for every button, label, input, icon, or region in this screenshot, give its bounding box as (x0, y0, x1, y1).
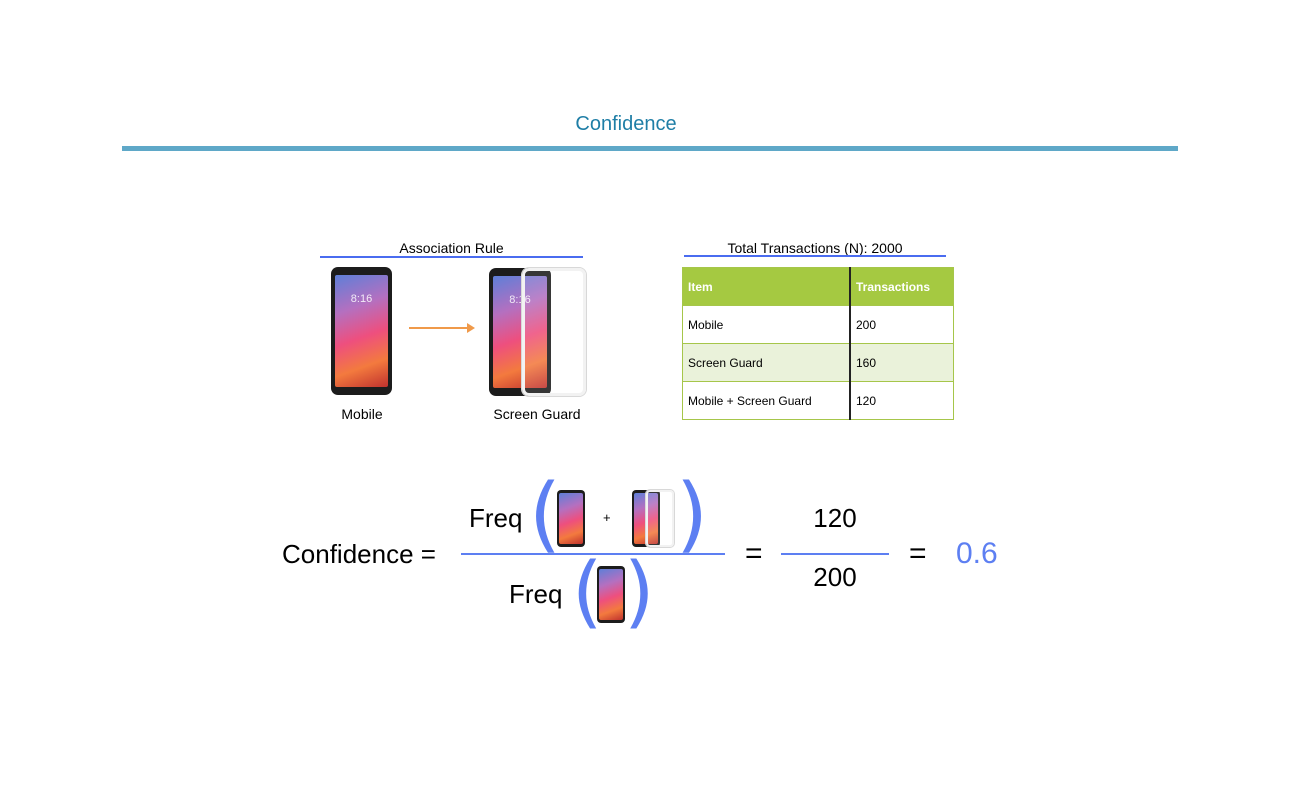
plus-sign: + (603, 510, 611, 525)
screen-guard-icon (646, 490, 674, 547)
denominator-value: 200 (813, 562, 857, 592)
table-cell-item: Mobile + Screen Guard (682, 381, 851, 420)
arrow-right-icon (409, 327, 468, 329)
association-rule-underline (320, 256, 583, 258)
table-header-transactions: Transactions (849, 267, 954, 306)
numerator-open-paren: ( (529, 467, 561, 562)
title-underline (122, 146, 1178, 151)
table-header-row: Item Transactions (682, 267, 954, 306)
table-cell-count: 160 (849, 343, 954, 382)
table-header-item: Item (682, 267, 851, 306)
denominator-freq: Freq (509, 579, 563, 609)
table-row: Mobile + Screen Guard 120 (682, 381, 954, 420)
numerator-freq: Freq (469, 503, 523, 533)
table-cell-count: 120 (849, 381, 954, 420)
page-title: Confidence (575, 113, 677, 135)
transactions-table-wrapper: Item Transactions Mobile 200 Screen Guar… (682, 267, 954, 420)
transactions-table: Item Transactions Mobile 200 Screen Guar… (682, 267, 954, 420)
arrow-head (467, 323, 475, 333)
association-rule-title: Association Rule (399, 240, 504, 256)
numerator-value: 120 (813, 503, 857, 533)
equals-sign: = (745, 537, 763, 570)
table-row: Screen Guard 160 (682, 343, 954, 382)
mobile-phone-icon: 8:16 (331, 267, 392, 395)
transactions-title: Total Transactions (N): 2000 (727, 240, 903, 256)
mobile-phone-icon (597, 566, 625, 623)
table-cell-count: 200 (849, 305, 954, 344)
antecedent-label: Mobile (341, 406, 383, 422)
confidence-result: 0.6 (956, 537, 998, 570)
table-row: Mobile 200 (682, 305, 954, 344)
screen-guard-icon (522, 268, 586, 396)
fraction-line (461, 553, 725, 555)
phone-screen: 8:16 (335, 274, 388, 388)
consequent-label: Screen Guard (493, 406, 581, 422)
screen-guard-phone: 8:16 (489, 268, 551, 396)
equals-sign: = (909, 537, 927, 570)
table-cell-item: Mobile (682, 305, 851, 344)
denominator-close-paren: ) (624, 547, 655, 637)
mobile-phone-icon (557, 490, 585, 547)
table-cell-item: Screen Guard (682, 343, 851, 382)
numerator-close-paren: ) (676, 467, 708, 562)
value-fraction-line (781, 553, 889, 555)
confidence-lhs: Confidence = (282, 539, 436, 569)
transactions-underline (684, 255, 946, 257)
